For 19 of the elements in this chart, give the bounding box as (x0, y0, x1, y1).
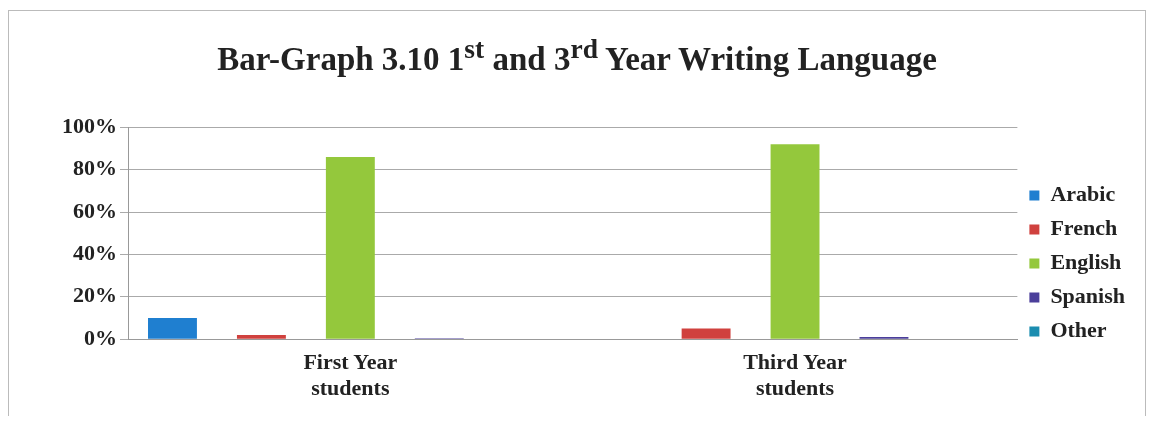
y-tick-label: 40% (73, 240, 117, 266)
chart-title: Bar-Graph 3.10 1$^{st}$ and 3$^{rd}$ Year Writing Language (216, 33, 938, 78)
bar (770, 144, 820, 339)
bar (325, 156, 375, 339)
legend-label: Spanish (1050, 283, 1126, 309)
bar (681, 328, 731, 339)
legend-label: English (1050, 249, 1122, 275)
y-tick-label: 100% (62, 112, 117, 138)
bar (236, 334, 286, 339)
bar (148, 318, 197, 339)
x-tick-label: Third Year students (743, 349, 848, 401)
legend-label: French (1050, 215, 1118, 241)
x-tick-label: First Year students (303, 349, 398, 401)
y-tick-label: 80% (73, 155, 117, 181)
y-tick-label: 0% (84, 324, 117, 350)
y-tick-label: 20% (73, 282, 117, 308)
y-tick-label: 60% (73, 197, 117, 223)
legend-label: Arabic (1050, 181, 1116, 207)
legend-label: Other (1050, 317, 1107, 343)
